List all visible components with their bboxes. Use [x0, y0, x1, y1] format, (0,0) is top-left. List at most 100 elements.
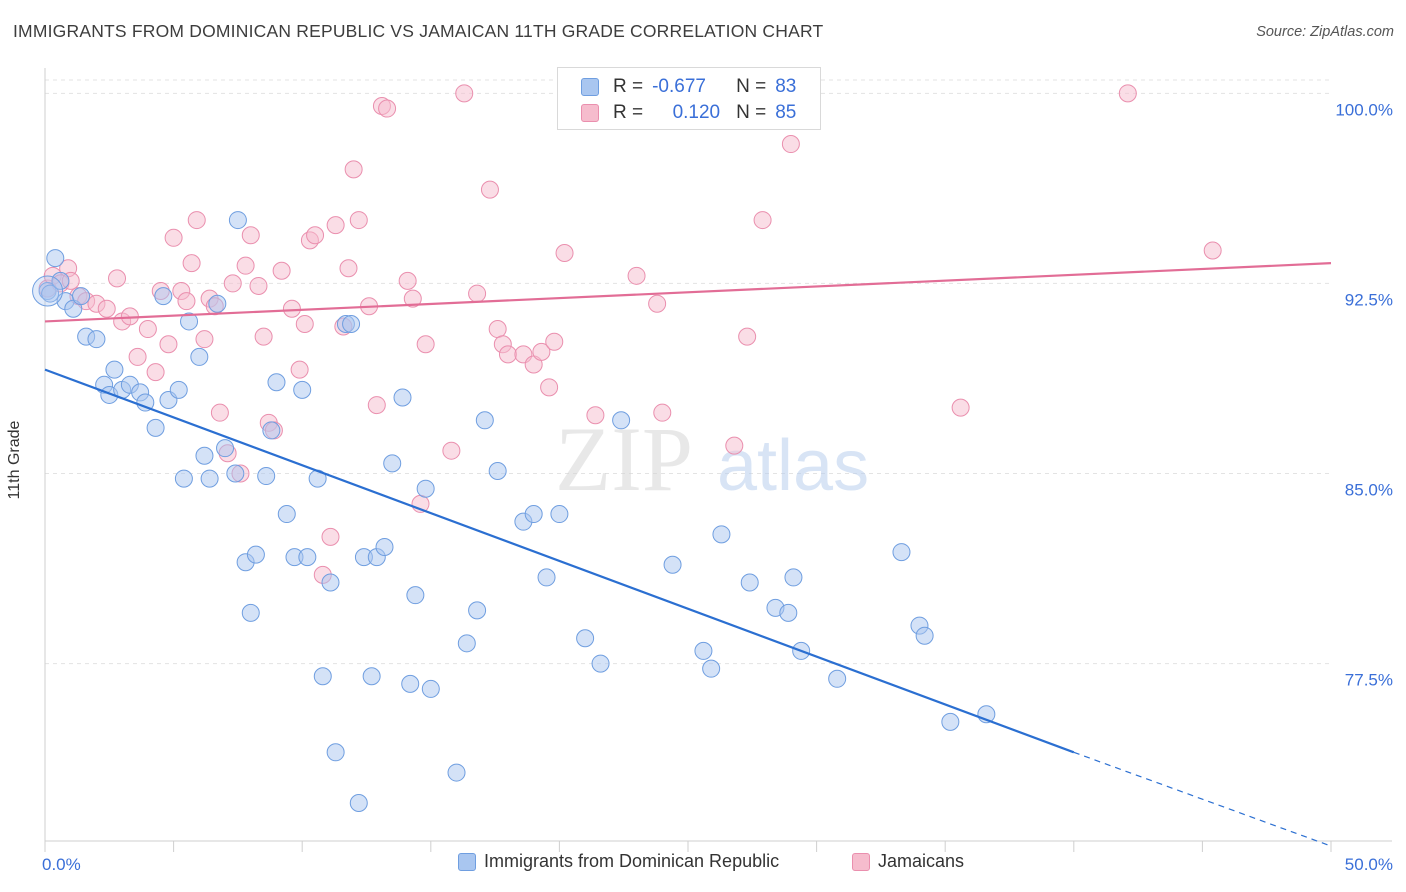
data-point-dominican — [174, 469, 193, 488]
data-point-jamaicans — [97, 299, 116, 318]
data-point-dominican — [228, 211, 247, 230]
data-point-dominican — [154, 287, 173, 306]
data-point-jamaicans — [398, 271, 417, 290]
y-tick-label: 100.0% — [1335, 100, 1393, 119]
data-point-dominican — [180, 312, 199, 331]
stats-n-value: 83 — [775, 76, 797, 97]
data-point-jamaicans — [177, 292, 196, 311]
legend-item-dominican[interactable]: Immigrants from Dominican Republic — [458, 851, 779, 872]
y-tick-label: 85.0% — [1345, 481, 1393, 500]
data-point-dominican — [393, 388, 412, 407]
data-point-dominican — [41, 284, 60, 303]
data-point-jamaicans — [306, 226, 325, 245]
data-point-dominican — [293, 380, 312, 399]
legend-item-jamaicans[interactable]: Jamaicans — [852, 851, 964, 872]
stats-n-label: N = — [736, 102, 767, 123]
grid-lines — [45, 79, 1331, 665]
data-point-dominican — [169, 380, 188, 399]
data-point-jamaicans — [128, 347, 147, 366]
data-point-jamaicans — [182, 254, 201, 273]
data-point-dominican — [488, 461, 507, 480]
data-point-jamaicans — [223, 274, 242, 293]
trend-line-jamaicans — [44, 262, 1332, 323]
data-point-jamaicans — [586, 406, 605, 425]
data-point-jamaicans — [339, 259, 358, 278]
stats-row-pink: R = 0.120 N = 85 — [581, 101, 797, 125]
data-point-jamaicans — [159, 335, 178, 354]
data-point-jamaicans — [187, 211, 206, 230]
data-point-jamaicans — [326, 216, 345, 235]
data-point-jamaicans — [498, 345, 517, 364]
data-point-dominican — [375, 538, 394, 557]
data-point-jamaicans — [455, 84, 474, 103]
axes — [44, 68, 1392, 852]
stats-swatch-blue — [581, 78, 599, 96]
data-point-dominican — [277, 505, 296, 524]
data-point-dominican — [326, 743, 345, 762]
x-tick-label-min: 0.0% — [42, 855, 81, 874]
data-point-dominican — [313, 667, 332, 686]
data-point-jamaicans — [480, 180, 499, 199]
data-point-jamaicans — [164, 228, 183, 247]
source-credit: Source: ZipAtlas.com — [1256, 24, 1394, 40]
data-point-dominican — [457, 634, 476, 653]
data-point-dominican — [712, 525, 731, 544]
data-point-dominican — [190, 347, 209, 366]
data-point-dominican — [416, 479, 435, 498]
data-point-jamaicans — [468, 284, 487, 303]
data-point-dominican — [779, 603, 798, 622]
data-point-dominican — [740, 573, 759, 592]
data-point-dominican — [72, 287, 91, 306]
data-point-jamaicans — [653, 403, 672, 422]
data-point-jamaicans — [146, 363, 165, 382]
data-point-jamaicans — [290, 360, 309, 379]
watermark-atlas: atlas — [717, 426, 869, 506]
data-point-dominican — [468, 601, 487, 620]
data-point-jamaicans — [951, 398, 970, 417]
data-point-jamaicans — [1118, 84, 1137, 103]
legend-label-dominican: Immigrants from Dominican Republic — [484, 851, 780, 871]
data-point-jamaicans — [210, 403, 229, 422]
y-axis-label: 11th Grade — [6, 420, 23, 500]
data-point-jamaicans — [555, 244, 574, 263]
data-point-dominican — [298, 548, 317, 567]
data-point-dominican — [702, 659, 721, 678]
data-point-jamaicans — [416, 335, 435, 354]
data-point-dominican — [406, 586, 425, 605]
data-point-jamaicans — [648, 294, 667, 313]
data-point-dominican — [383, 454, 402, 473]
watermark: ZIP atlas — [555, 408, 869, 510]
data-point-dominican — [246, 545, 265, 564]
x-tick-label-max: 50.0% — [1345, 855, 1393, 874]
data-point-dominican — [208, 294, 227, 313]
data-point-jamaicans — [282, 299, 301, 318]
data-point-jamaicans — [738, 327, 757, 346]
data-point-jamaicans — [241, 226, 260, 245]
data-point-dominican — [87, 330, 106, 349]
stats-r-value: 0.120 — [672, 102, 721, 123]
data-point-dominican — [51, 271, 70, 290]
data-point-jamaicans — [532, 342, 551, 361]
data-point-jamaicans — [378, 99, 397, 118]
data-point-jamaicans — [295, 314, 314, 333]
data-point-jamaicans — [254, 327, 273, 346]
data-point-jamaicans — [236, 256, 255, 275]
data-point-jamaicans — [349, 211, 368, 230]
data-point-dominican — [475, 411, 494, 430]
data-point-dominican — [146, 418, 165, 437]
data-point-jamaicans — [545, 332, 564, 351]
stats-n-value: 85 — [775, 102, 797, 123]
x-tick-labels: 0.0% 50.0% — [42, 855, 1393, 874]
stats-r-label: R = — [613, 102, 644, 123]
data-point-jamaicans — [108, 269, 127, 288]
data-point-dominican — [200, 469, 219, 488]
data-point-dominican — [941, 712, 960, 731]
data-point-dominican — [105, 360, 124, 379]
data-point-dominican — [349, 793, 368, 812]
data-point-dominican — [576, 629, 595, 648]
trend-lines — [44, 262, 1332, 847]
y-tick-label: 77.5% — [1345, 671, 1393, 690]
y-tick-labels: 77.5% 85.0% 92.5% 100.0% — [1335, 100, 1393, 689]
data-point-jamaicans — [367, 396, 386, 415]
